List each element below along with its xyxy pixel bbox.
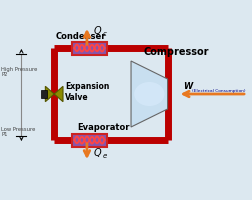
Text: Compressor: Compressor <box>144 47 209 57</box>
Text: c: c <box>103 31 106 37</box>
Polygon shape <box>45 86 63 102</box>
Bar <box>72 42 107 54</box>
Text: (Electrical Consumption): (Electrical Consumption) <box>192 89 245 93</box>
Bar <box>72 134 107 146</box>
Text: e: e <box>103 153 107 159</box>
Text: Condenser: Condenser <box>55 32 106 41</box>
Text: Q: Q <box>93 148 101 158</box>
Polygon shape <box>131 61 168 127</box>
Text: Expansion
Valve: Expansion Valve <box>65 82 109 102</box>
Text: High Pressure
P2: High Pressure P2 <box>1 67 38 77</box>
Text: W: W <box>183 82 192 91</box>
Circle shape <box>134 82 164 106</box>
Bar <box>42 90 47 98</box>
Text: Q: Q <box>93 26 101 36</box>
Text: Low Pressure
P1: Low Pressure P1 <box>1 127 36 137</box>
Text: Evaporator: Evaporator <box>77 123 129 132</box>
